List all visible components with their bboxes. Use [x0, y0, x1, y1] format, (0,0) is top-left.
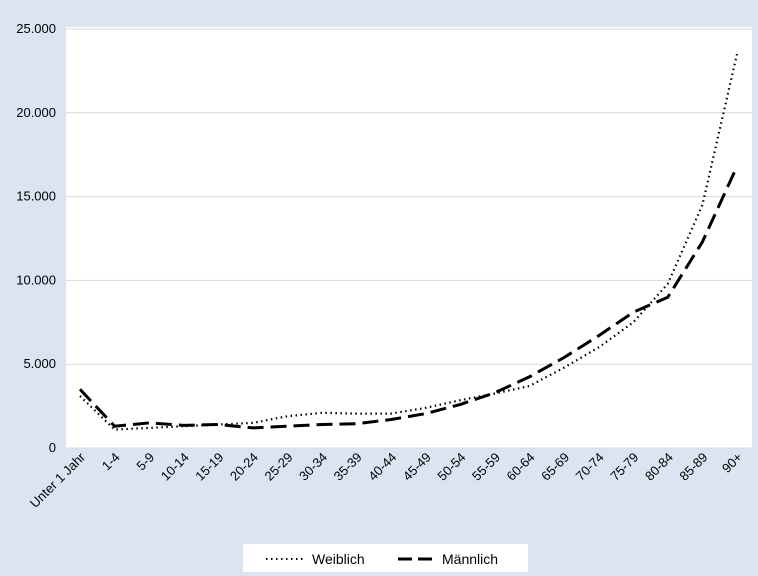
legend-label-weiblich: Weiblich — [312, 551, 365, 567]
gridlines — [66, 28, 752, 449]
legend-label-maennlich: Männlich — [442, 551, 498, 567]
y-tick-label: 0 — [49, 440, 56, 455]
series-lines — [78, 53, 739, 431]
series-line-maennlich — [78, 165, 739, 430]
legend: Weiblich Männlich — [243, 544, 528, 572]
y-tick-label: 5.000 — [23, 356, 56, 371]
plot-area — [66, 27, 752, 448]
y-tick-label: 10.000 — [16, 272, 56, 287]
y-axis-tick-labels: 0 5.000 10.000 15.000 20.000 25.000 — [16, 21, 56, 455]
y-tick-label: 25.000 — [16, 21, 56, 36]
y-tick-label: 20.000 — [16, 105, 56, 120]
y-tick-label: 15.000 — [16, 189, 56, 204]
legend-box — [243, 544, 528, 572]
